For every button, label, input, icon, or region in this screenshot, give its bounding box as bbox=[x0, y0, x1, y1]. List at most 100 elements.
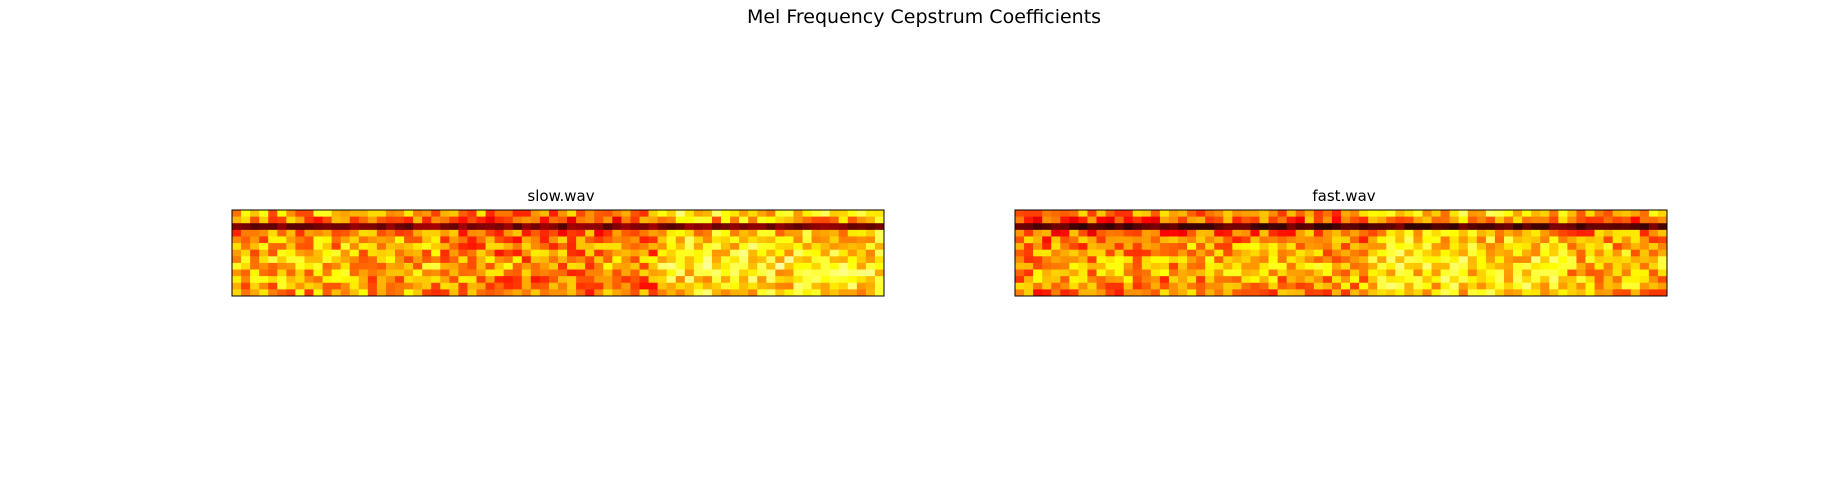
heatmap-cell bbox=[1187, 262, 1197, 270]
heatmap-cell bbox=[349, 236, 360, 244]
heatmap-cell bbox=[494, 249, 505, 257]
heatmap-cell bbox=[1404, 236, 1414, 244]
heatmap-cell bbox=[1331, 216, 1342, 224]
heatmap-cell bbox=[1657, 216, 1668, 224]
heatmap-cell bbox=[304, 289, 314, 297]
heatmap-cell bbox=[1350, 236, 1360, 244]
heatmap-cell bbox=[1114, 262, 1125, 270]
heatmap-cell bbox=[1413, 276, 1423, 284]
heatmap-cell bbox=[1504, 249, 1514, 257]
heatmap-cell bbox=[1386, 276, 1396, 284]
heatmap-cell bbox=[594, 236, 604, 244]
heatmap-cell bbox=[467, 210, 477, 218]
heatmap-cell bbox=[1612, 243, 1623, 251]
heatmap-cell bbox=[558, 256, 568, 264]
heatmap-cell bbox=[1087, 282, 1097, 290]
heatmap-cell bbox=[730, 216, 740, 224]
heatmap-cell bbox=[404, 256, 414, 264]
heatmap-cell bbox=[1150, 229, 1161, 237]
heatmap-cell bbox=[684, 210, 695, 218]
heatmap-cell bbox=[304, 216, 314, 224]
heatmap-cell bbox=[802, 210, 812, 218]
heatmap-cell bbox=[594, 229, 604, 237]
heatmap-cell bbox=[1042, 249, 1052, 257]
heatmap-cell bbox=[757, 229, 767, 237]
heatmap-cell bbox=[322, 282, 333, 290]
heatmap-cell bbox=[1531, 216, 1541, 224]
heatmap-cell bbox=[1187, 269, 1197, 277]
heatmap-cell bbox=[1024, 223, 1034, 231]
heatmap-cell bbox=[376, 229, 387, 237]
heatmap-cell bbox=[693, 210, 704, 218]
heatmap-cell bbox=[268, 229, 278, 237]
heatmap-cell bbox=[295, 216, 305, 224]
heatmap-cell bbox=[1187, 249, 1197, 257]
heatmap-cell bbox=[1612, 282, 1623, 290]
heatmap-cell bbox=[829, 276, 840, 284]
heatmap-cell bbox=[1277, 282, 1288, 290]
heatmap-cell bbox=[395, 236, 405, 244]
heatmap-cell bbox=[349, 289, 360, 297]
heatmap-cell bbox=[603, 262, 613, 270]
heatmap-cell bbox=[413, 256, 423, 264]
heatmap-cell bbox=[1078, 243, 1088, 251]
heatmap-cell bbox=[766, 262, 776, 270]
heatmap-cell bbox=[440, 249, 450, 257]
heatmap-cell bbox=[494, 256, 505, 264]
heatmap-cell bbox=[1241, 210, 1251, 218]
heatmap-cell bbox=[1341, 256, 1351, 264]
heatmap-cell bbox=[250, 223, 260, 231]
heatmap-cell bbox=[322, 276, 333, 284]
heatmap-cell bbox=[1612, 236, 1623, 244]
heatmap-cell bbox=[1331, 282, 1342, 290]
heatmap-cell bbox=[331, 229, 342, 237]
heatmap-cell bbox=[775, 269, 785, 277]
heatmap-cell bbox=[1422, 282, 1432, 290]
heatmap-cell bbox=[757, 289, 767, 297]
heatmap-cell bbox=[1522, 243, 1532, 251]
heatmap-cell bbox=[1531, 223, 1541, 231]
heatmap-cell bbox=[1295, 249, 1306, 257]
heatmap-cell bbox=[548, 276, 559, 284]
heatmap-cell bbox=[1141, 243, 1152, 251]
heatmap-cell bbox=[1395, 249, 1405, 257]
heatmap-cell bbox=[376, 216, 387, 224]
heatmap-cell bbox=[639, 269, 649, 277]
heatmap-cell bbox=[829, 216, 840, 224]
heatmap-cell bbox=[440, 262, 450, 270]
heatmap-cell bbox=[494, 282, 505, 290]
heatmap-cell bbox=[1223, 210, 1233, 218]
heatmap-cell bbox=[693, 289, 704, 297]
heatmap-cell bbox=[1322, 269, 1333, 277]
heatmap-cell bbox=[702, 216, 713, 224]
heatmap-cell bbox=[793, 216, 803, 224]
heatmap-cell bbox=[621, 216, 631, 224]
heatmap-cell bbox=[666, 289, 677, 297]
heatmap-cell bbox=[657, 282, 668, 290]
heatmap-cell bbox=[1630, 229, 1641, 237]
heatmap-cell bbox=[1504, 282, 1514, 290]
heatmap-cell bbox=[874, 229, 885, 237]
heatmap-cell bbox=[1141, 256, 1152, 264]
heatmap-cell bbox=[349, 216, 360, 224]
heatmap-cell bbox=[1205, 236, 1215, 244]
heatmap-cell bbox=[548, 249, 559, 257]
heatmap-cell bbox=[467, 262, 477, 270]
heatmap-cell bbox=[721, 210, 731, 218]
heatmap-cell bbox=[558, 216, 568, 224]
heatmap-cell bbox=[1458, 289, 1469, 297]
heatmap-cell bbox=[1395, 223, 1405, 231]
heatmap-cell bbox=[476, 243, 486, 251]
heatmap-cell bbox=[1377, 216, 1387, 224]
heatmap-cell bbox=[1612, 249, 1623, 257]
heatmap-cell bbox=[1268, 229, 1279, 237]
heatmap-cell bbox=[1114, 210, 1125, 218]
heatmap-cell bbox=[847, 223, 858, 231]
heatmap-cell bbox=[1558, 229, 1568, 237]
heatmap-cell bbox=[1042, 276, 1052, 284]
heatmap-cell bbox=[413, 249, 423, 257]
heatmap-cell bbox=[395, 210, 405, 218]
heatmap-cell bbox=[1621, 243, 1632, 251]
heatmap-cell bbox=[1241, 276, 1251, 284]
heatmap-cell bbox=[1015, 282, 1025, 290]
